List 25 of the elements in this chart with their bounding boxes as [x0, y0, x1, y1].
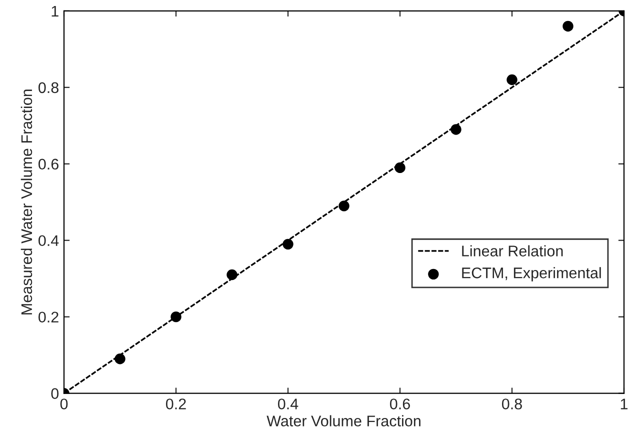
x-tick-label: 0.2 — [166, 398, 186, 410]
x-axis-title: Water Volume Fraction — [266, 415, 420, 426]
point — [506, 74, 518, 86]
y-tick-label: 0 — [51, 388, 59, 399]
legend-label: Linear Relation — [462, 245, 563, 256]
point — [562, 20, 574, 32]
y-tick-label: 0.8 — [38, 82, 58, 94]
point — [226, 269, 238, 280]
point — [394, 162, 406, 174]
y-axis-title: Measured Water Volume Fraction — [20, 90, 32, 314]
y-tick-label: 1 — [52, 6, 58, 16]
point — [114, 354, 126, 364]
x-tick-label: 0.4 — [278, 398, 298, 410]
point — [338, 200, 350, 212]
x-tick-label: 1 — [620, 398, 628, 410]
y-tick-label: 0.6 — [38, 158, 58, 170]
x-tick-label: 0.6 — [390, 398, 410, 410]
y-tick-label: 0.2 — [38, 312, 58, 323]
x-tick-label: 0.8 — [502, 398, 522, 410]
x-tick-label: 0 — [60, 398, 68, 410]
point — [450, 124, 462, 135]
point — [282, 238, 294, 250]
legend-label: ECTM, Experimental — [462, 267, 601, 282]
y-tick-label: 0.4 — [38, 235, 59, 246]
point — [170, 311, 182, 322]
